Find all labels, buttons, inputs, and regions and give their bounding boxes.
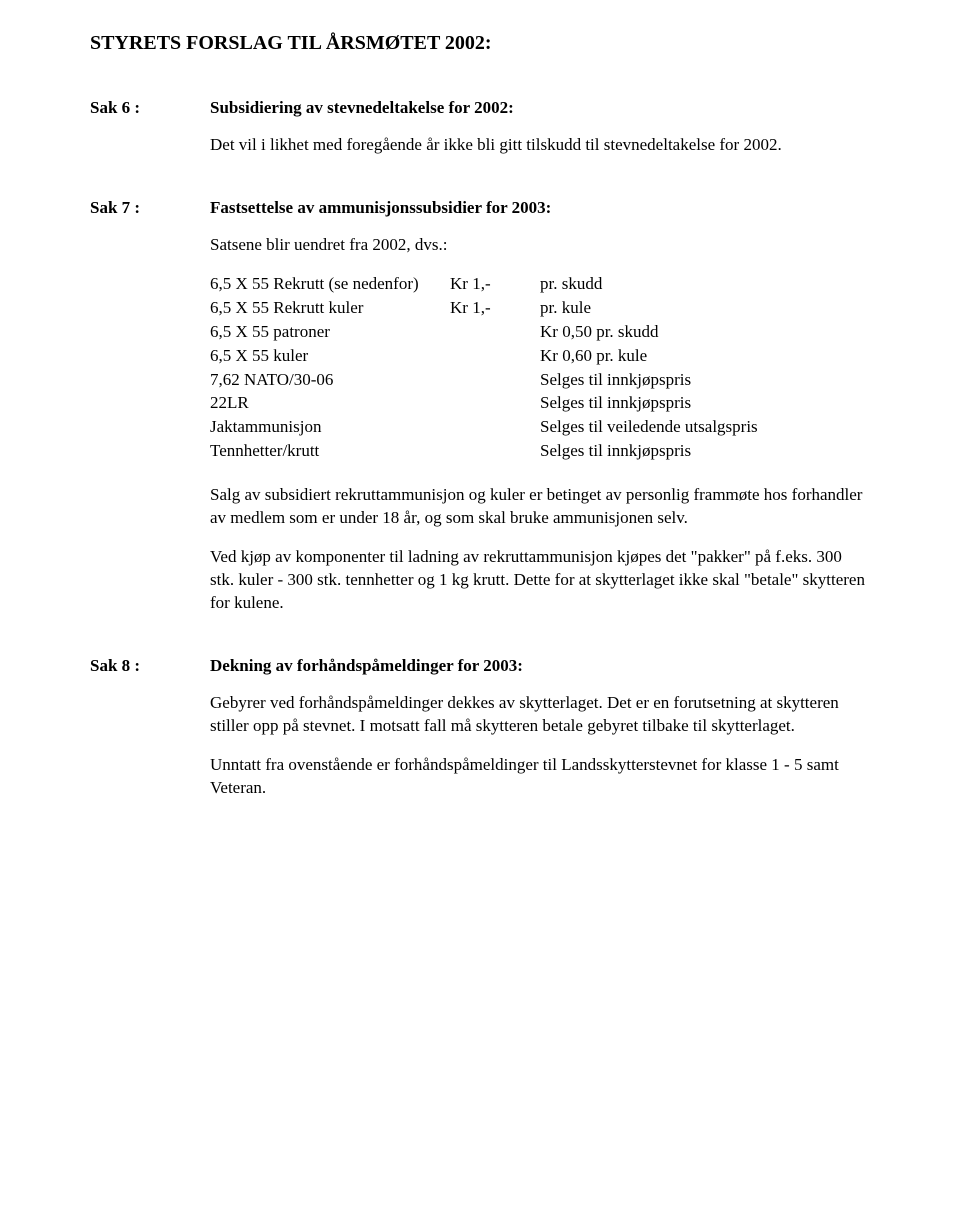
sak7-label: Sak 7 : xyxy=(90,197,210,220)
sak8-section: Sak 8 : Dekning av forhåndspåmeldinger f… xyxy=(90,655,870,800)
price-unit: Selges til innkjøpspris xyxy=(540,392,758,416)
price-item: 6,5 X 55 Rekrutt (se nedenfor) xyxy=(210,273,450,297)
sak7-intro: Satsene blir uendret fra 2002, dvs.: xyxy=(210,234,870,257)
sak6-paragraph: Det vil i likhet med foregående år ikke … xyxy=(210,134,870,157)
price-unit: Kr 0,60 pr. kule xyxy=(540,345,758,369)
table-row: 6,5 X 55 Rekrutt (se nedenfor)Kr 1,-pr. … xyxy=(210,273,758,297)
price-item: 7,62 NATO/30-06 xyxy=(210,369,450,393)
price-amount xyxy=(450,369,540,393)
sak8-paragraph-2: Unntatt fra ovenstående er forhåndspåmel… xyxy=(210,754,870,800)
sak7-paragraph-2: Ved kjøp av komponenter til ladning av r… xyxy=(210,546,870,615)
sak7-paragraph-1: Salg av subsidiert rekruttammunisjon og … xyxy=(210,484,870,530)
sak8-heading: Dekning av forhåndspåmeldinger for 2003: xyxy=(210,655,523,678)
price-unit: Selges til veiledende utsalgspris xyxy=(540,416,758,440)
price-amount xyxy=(450,392,540,416)
table-row: 22LR Selges til innkjøpspris xyxy=(210,392,758,416)
sak7-price-table: 6,5 X 55 Rekrutt (se nedenfor)Kr 1,-pr. … xyxy=(210,273,758,465)
price-unit: Kr 0,50 pr. skudd xyxy=(540,321,758,345)
price-item: Tennhetter/krutt xyxy=(210,440,450,464)
table-row: 6,5 X 55 Rekrutt kulerKr 1,-pr. kule xyxy=(210,297,758,321)
price-amount xyxy=(450,440,540,464)
sak8-paragraph-1: Gebyrer ved forhåndspåmeldinger dekkes a… xyxy=(210,692,870,738)
table-row: 6,5 X 55 patroner Kr 0,50 pr. skudd xyxy=(210,321,758,345)
sak7-section: Sak 7 : Fastsettelse av ammunisjonssubsi… xyxy=(90,197,870,615)
document-title: STYRETS FORSLAG TIL ÅRSMØTET 2002: xyxy=(90,30,870,57)
sak6-section: Sak 6 : Subsidiering av stevnedeltakelse… xyxy=(90,97,870,157)
price-amount: Kr 1,- xyxy=(450,273,540,297)
table-row: Jaktammunisjon Selges til veiledende utsa… xyxy=(210,416,758,440)
price-item: 6,5 X 55 kuler xyxy=(210,345,450,369)
price-amount xyxy=(450,345,540,369)
price-unit: pr. skudd xyxy=(540,273,758,297)
price-item: 6,5 X 55 Rekrutt kuler xyxy=(210,297,450,321)
price-amount: Kr 1,- xyxy=(450,297,540,321)
sak6-heading: Subsidiering av stevnedeltakelse for 200… xyxy=(210,97,514,120)
table-row: 7,62 NATO/30-06 Selges til innkjøpspris xyxy=(210,369,758,393)
sak8-label: Sak 8 : xyxy=(90,655,210,678)
table-row: 6,5 X 55 kuler Kr 0,60 pr. kule xyxy=(210,345,758,369)
price-item: 6,5 X 55 patroner xyxy=(210,321,450,345)
price-amount xyxy=(450,321,540,345)
price-unit: Selges til innkjøpspris xyxy=(540,369,758,393)
price-item: Jaktammunisjon xyxy=(210,416,450,440)
table-row: Tennhetter/krutt Selges til innkjøpspris xyxy=(210,440,758,464)
sak6-label: Sak 6 : xyxy=(90,97,210,120)
sak7-heading: Fastsettelse av ammunisjonssubsidier for… xyxy=(210,197,551,220)
price-amount xyxy=(450,416,540,440)
price-item: 22LR xyxy=(210,392,450,416)
price-unit: Selges til innkjøpspris xyxy=(540,440,758,464)
price-unit: pr. kule xyxy=(540,297,758,321)
